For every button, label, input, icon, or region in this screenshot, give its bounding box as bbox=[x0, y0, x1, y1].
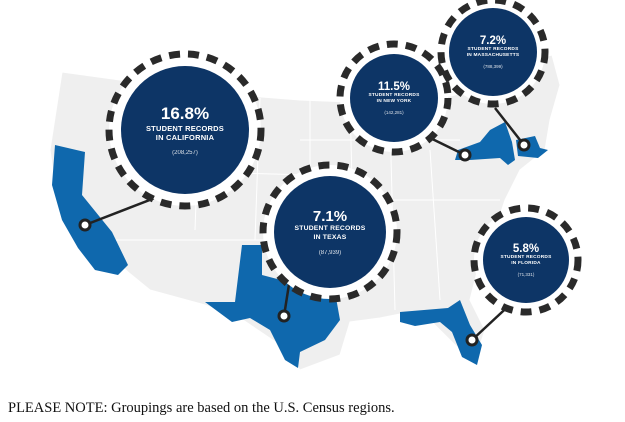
state-florida bbox=[400, 300, 482, 365]
label-line2: IN CALIFORNIA bbox=[155, 133, 215, 142]
label-line2: IN NEW YORK bbox=[376, 98, 412, 104]
label-line1: STUDENT RECORDS bbox=[368, 92, 420, 98]
label-line2: IN MASSACHUSETTS bbox=[466, 52, 520, 58]
label-line1: STUDENT RECORDS bbox=[467, 46, 519, 52]
percent: 11.5% bbox=[378, 80, 410, 93]
label-line2: IN TEXAS bbox=[313, 233, 347, 241]
record-count: (142,281) bbox=[384, 110, 404, 116]
record-count: (87,939) bbox=[318, 249, 342, 256]
callout-california: 16.8% STUDENT RECORDS IN CALIFORNIA (208… bbox=[121, 66, 249, 194]
label-line2: IN FLORIDA bbox=[511, 260, 541, 266]
record-count: (788,399) bbox=[483, 64, 503, 70]
highlighted-states bbox=[52, 122, 548, 368]
callout-new-york: 11.5% STUDENT RECORDS IN NEW YORK (142,2… bbox=[350, 54, 438, 142]
percent: 7.1% bbox=[312, 208, 348, 226]
state-texas bbox=[205, 245, 340, 368]
percent: 16.8% bbox=[160, 103, 210, 123]
callout-florida: 5.8% STUDENT RECORDS IN FLORIDA (71,331) bbox=[483, 217, 569, 303]
callout-texas: 7.1% STUDENT RECORDS IN TEXAS (87,939) bbox=[274, 176, 386, 288]
label-line1: STUDENT RECORDS bbox=[500, 254, 552, 260]
label-line1: STUDENT RECORDS bbox=[145, 123, 224, 133]
record-count: (208,257) bbox=[172, 150, 198, 157]
record-count: (71,331) bbox=[517, 272, 535, 278]
percent: 5.8% bbox=[512, 242, 540, 255]
state-california bbox=[52, 145, 128, 275]
percent: 7.2% bbox=[479, 34, 507, 47]
census-note: PLEASE NOTE: Groupings are based on the … bbox=[8, 400, 395, 416]
callout-massachusetts: 7.2% STUDENT RECORDS IN MASSACHUSETTS (7… bbox=[449, 8, 537, 96]
label-line1: STUDENT RECORDS bbox=[294, 225, 366, 233]
location-markers bbox=[78, 138, 531, 347]
